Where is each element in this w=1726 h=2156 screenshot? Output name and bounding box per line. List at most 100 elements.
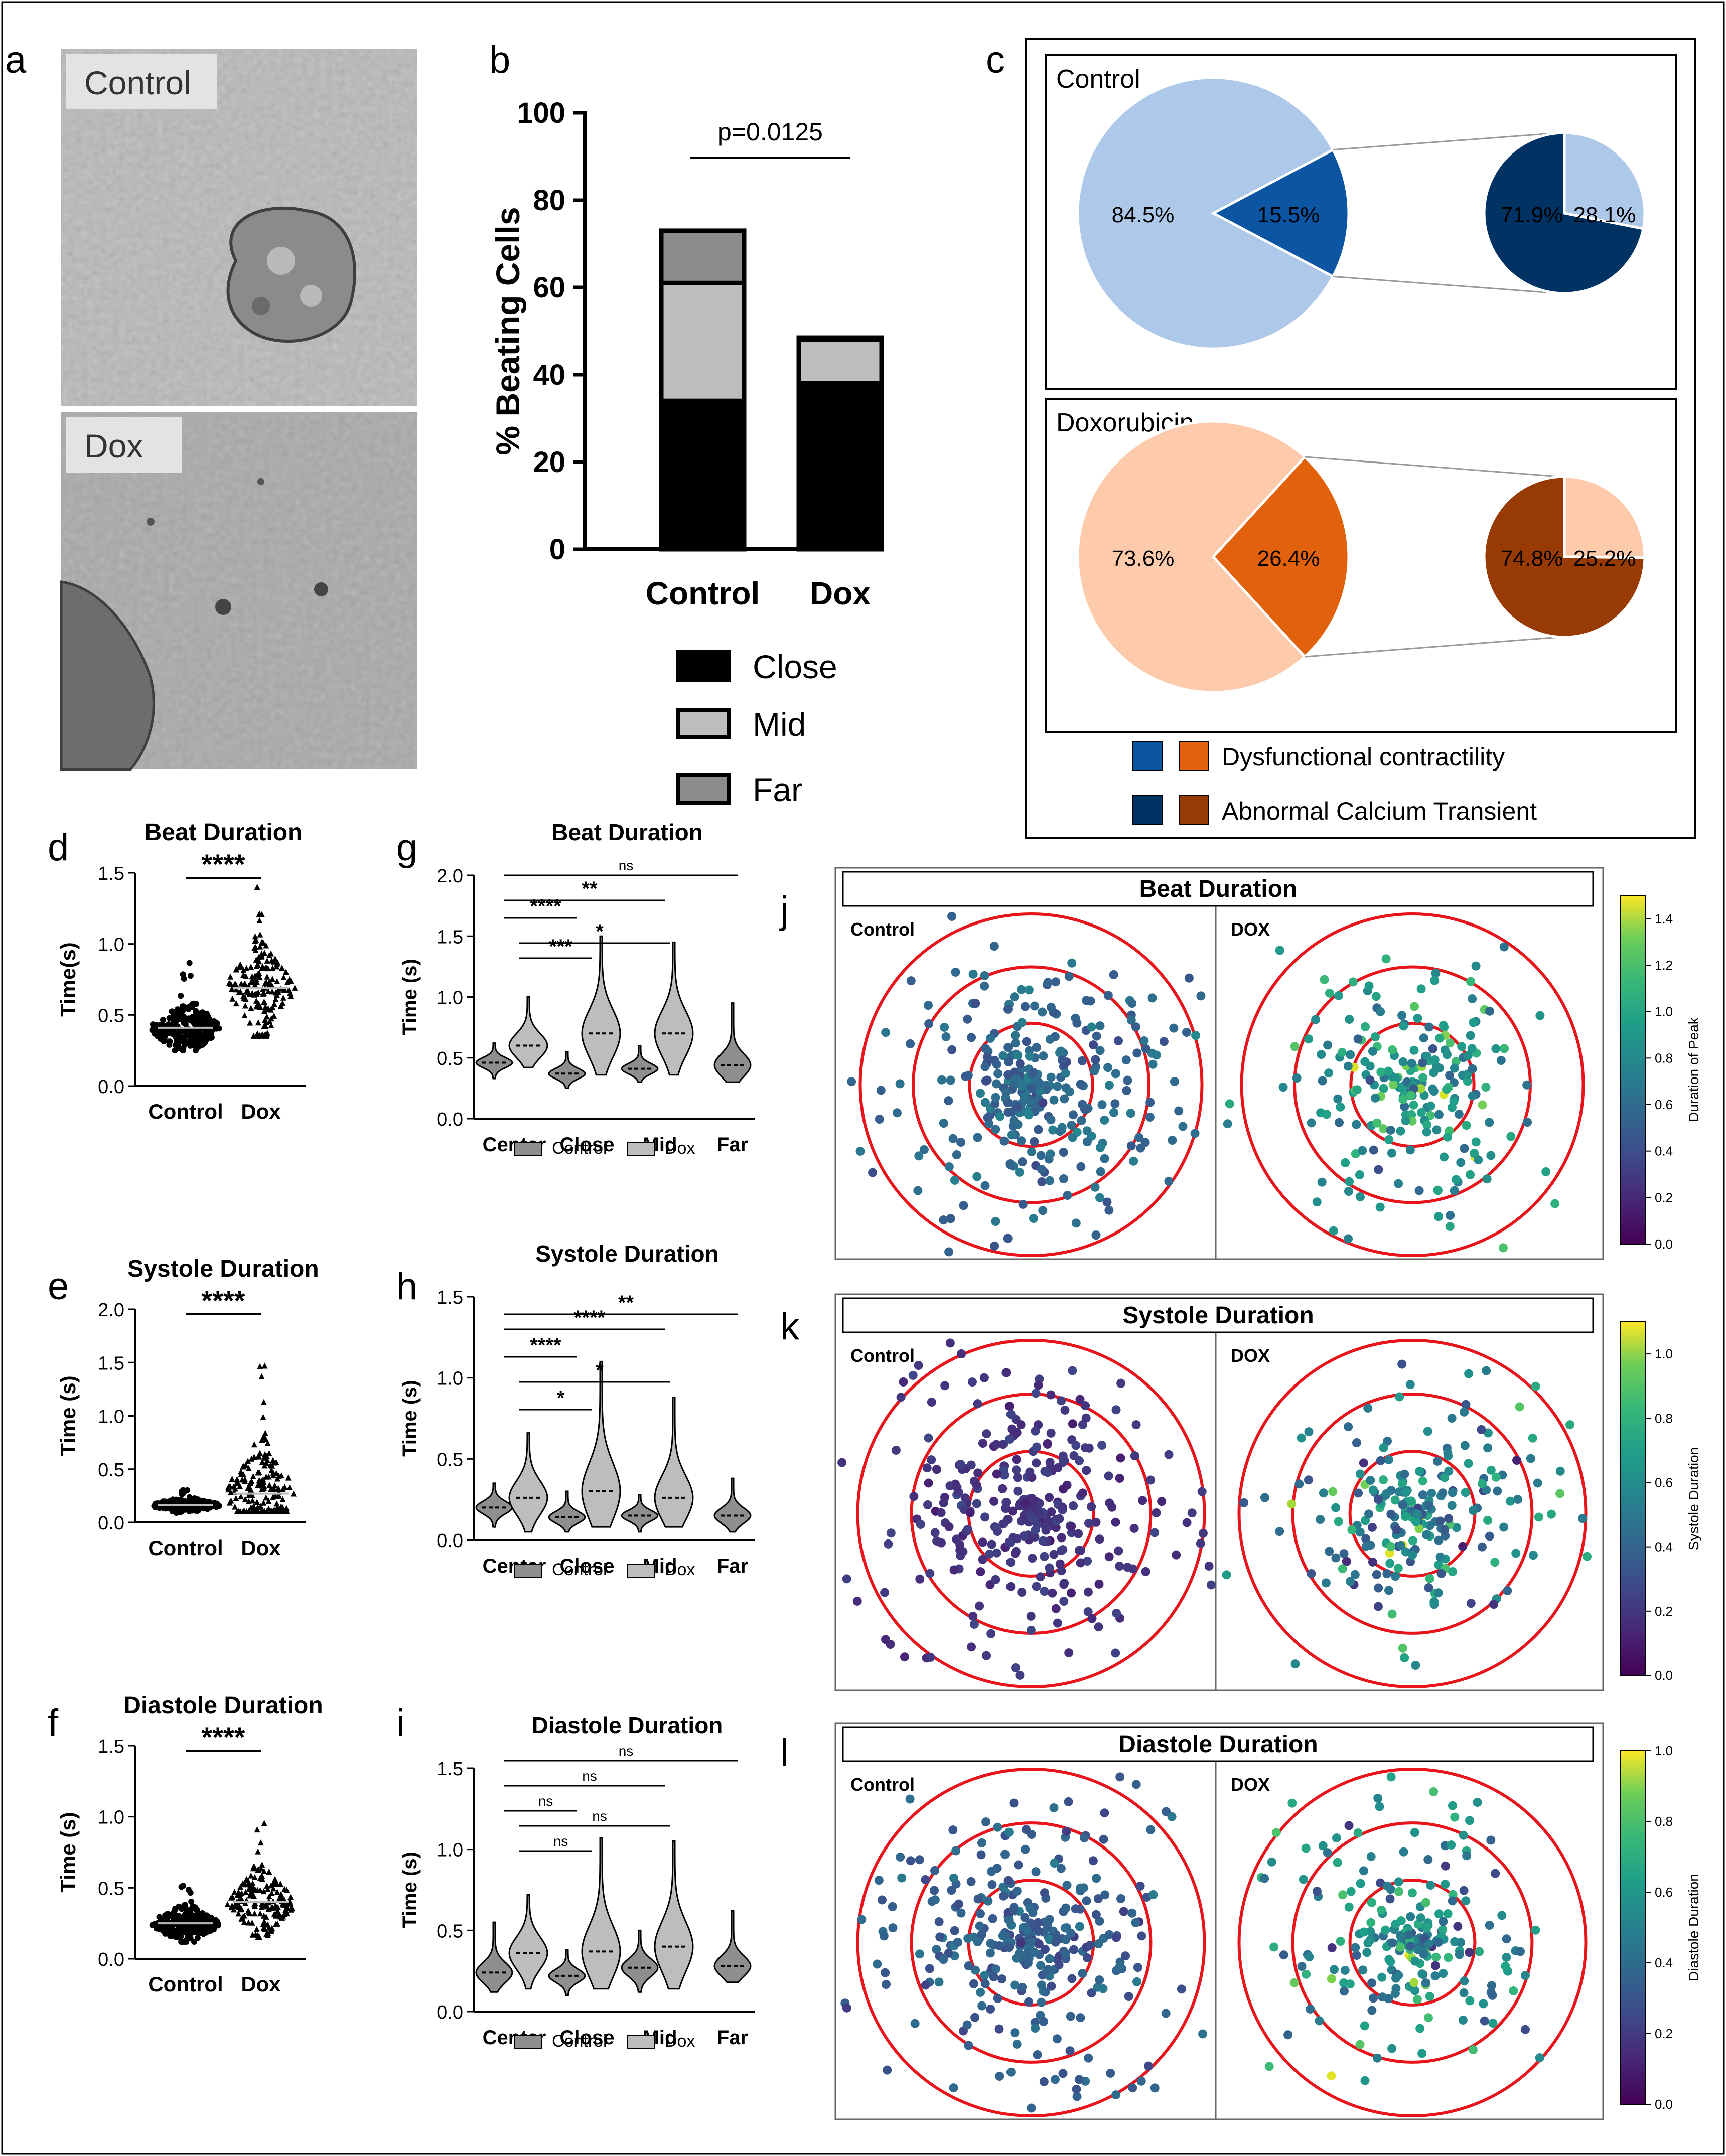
cell-point [1006,1410,1016,1419]
cell-point [1023,1948,1033,1957]
y-tick-label: 1.5 [98,1353,124,1374]
y-tick-label: 80 [533,184,565,217]
cell-point [991,1093,1000,1102]
data-point [208,1916,215,1922]
cell-point [968,969,978,979]
cell-point [959,1201,968,1210]
cell-point [1046,1428,1056,1438]
data-point [256,974,263,981]
data-point [275,987,281,993]
cell-point [1396,1931,1405,1940]
cell-point [934,1977,944,1987]
cell-point [1116,1453,1125,1463]
cell-point [1394,1179,1403,1188]
cell-point [1275,1527,1284,1536]
data-point [271,1911,277,1917]
cell-point [1027,2103,1036,2113]
legend-swatch [676,773,731,805]
cell-point [1081,1105,1090,1114]
data-point [274,1889,280,1895]
cell-point [1499,1522,1509,1532]
cell-point [1107,1502,1117,1512]
cell-point [973,1937,982,1946]
data-point [258,1865,264,1872]
cell-point [1502,1934,1511,1944]
data-point [288,1904,295,1911]
cell-point [1531,1925,1540,1935]
cell-point [886,1528,896,1538]
cell-point [1434,1560,1444,1570]
cell-point [1328,1487,1338,1496]
cell-point [924,1019,934,1028]
cell-point [1172,1550,1181,1560]
cell-point [1387,1148,1396,1158]
cell-point [1485,1118,1494,1127]
cell-point [1100,1890,1110,1900]
cell-point [1068,1366,1077,1375]
data-point [233,1495,239,1501]
detail-label-minor: 25.2% [1573,546,1636,571]
data-point [251,1874,258,1880]
cell-point [1059,1148,1068,1157]
cell-point [940,1022,949,1032]
violin-dox [508,996,548,1068]
y-tick-label: 0.5 [98,1878,124,1899]
cell-point [1531,1381,1540,1391]
cell-point [950,1175,959,1185]
cell-point [1012,1465,1021,1475]
panel-letter-l: l [780,1732,789,1774]
cell-point [1307,1118,1316,1128]
data-point [233,966,239,973]
distance-ring [1291,1393,1534,1635]
cell-point [1152,1508,1161,1517]
cell-point [1041,1987,1050,1997]
colorbar-tick-label: 0.8 [1655,1050,1673,1065]
data-point [271,1482,278,1489]
distance-ring [856,1339,1206,1688]
cell-point [1267,1857,1276,1867]
cell-point [1512,1456,1522,1465]
data-point [261,1008,268,1014]
cell-point [1373,1793,1383,1803]
y-tick-label: 60 [533,271,565,304]
data-point [245,1465,252,1471]
data-point [255,1848,261,1855]
cell-point [837,1458,847,1467]
data-point [240,1463,246,1470]
data-point [243,965,250,971]
cell-point [1361,1022,1370,1031]
cell-point [1465,1948,1474,1957]
data-point [291,1490,297,1497]
cell-point [882,1980,891,1989]
cell-point [1318,1841,1328,1851]
bar-close [659,398,747,552]
cell-point [1081,1413,1091,1423]
cell-point [1342,1557,1351,1566]
cell-point [1036,1151,1046,1160]
cell-point [1315,2016,1324,2026]
cell-point [991,1125,1000,1134]
cell-point [1499,942,1509,952]
cell-point [1555,1489,1565,1498]
cell-point [985,1948,995,1958]
cell-point [1372,2053,1382,2063]
cell-point [1336,1102,1345,1112]
data-point [270,1457,276,1463]
cell-point [1004,1943,1014,1952]
cell-point [1006,1582,1016,1591]
cell-point [1443,1050,1452,1059]
cell-point [906,976,916,986]
data-point [271,1012,277,1019]
significance-label: ** [582,878,598,900]
cell-point [989,942,999,951]
cell-point [1430,976,1440,985]
cell-point [1346,1577,1355,1586]
cell-point [1040,1587,1049,1596]
cell-point [1061,1923,1070,1933]
detail-slice-major [1483,475,1646,639]
cell-point [1429,1597,1439,1607]
cell-point [1396,1541,1405,1550]
data-point [258,1478,264,1485]
data-point [247,1885,254,1891]
